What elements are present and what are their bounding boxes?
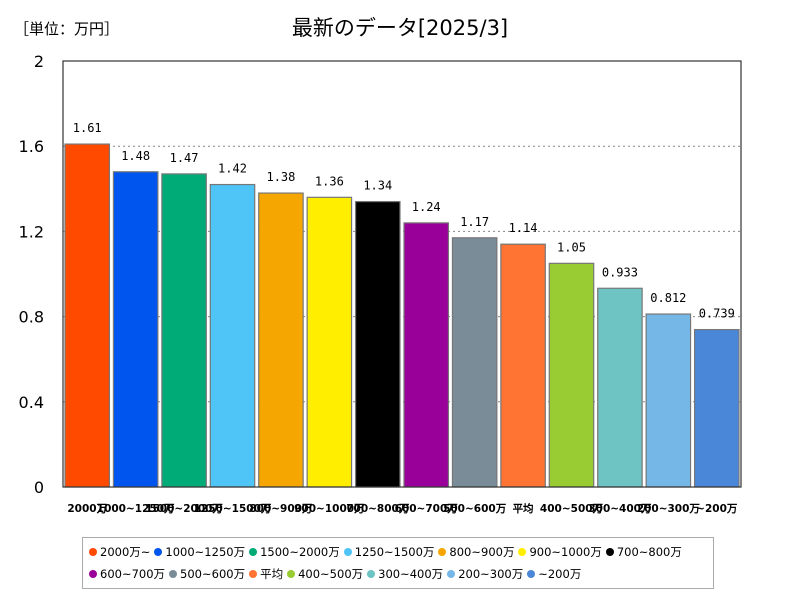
legend-label: 1500~2000万 xyxy=(260,545,340,559)
y-tick-label: 0 xyxy=(34,478,44,497)
x-tick-label: 1500~2000万 xyxy=(145,503,223,515)
data-label: 0.739 xyxy=(699,307,735,321)
data-label: 1.48 xyxy=(121,149,150,163)
x-tick-label: 400~500万 xyxy=(540,503,604,515)
data-label: 1.05 xyxy=(557,240,586,254)
chart-legend: 2000万~ 1000~1250万 1500~2000万 1250~1500万 800~… xyxy=(82,537,714,589)
bar xyxy=(500,243,546,488)
x-tick-label: 1000~1250万 xyxy=(97,503,175,515)
x-tick-label: 平均 xyxy=(513,502,534,515)
legend-swatch xyxy=(89,570,97,578)
chart-title: 最新のデータ[2025/3] xyxy=(291,16,509,40)
legend-item: 300~400万 xyxy=(367,563,443,585)
x-tick-label: 500~600万 xyxy=(443,503,507,515)
legend-label: 2000万~ xyxy=(100,545,151,559)
bar xyxy=(693,328,740,488)
legend-swatch xyxy=(287,570,296,578)
bar xyxy=(258,192,304,488)
legend-label: 300~400万 xyxy=(378,567,444,581)
data-label: 1.17 xyxy=(460,215,489,229)
data-label: 0.812 xyxy=(650,291,686,305)
legend-swatch xyxy=(249,570,258,578)
legend-item: 2000万~ xyxy=(89,541,150,563)
legend-item: 400~500万 xyxy=(287,563,363,585)
x-tick-label: 900~1000万 xyxy=(294,503,365,515)
legend-label: 800~900万 xyxy=(449,545,515,559)
legend-item: 900~1000万 xyxy=(518,541,602,563)
bar xyxy=(597,287,643,488)
x-tick-label: 2000万 xyxy=(67,503,107,515)
legend-label: 600~700万 xyxy=(100,567,166,581)
y-tick-label: 1.2 xyxy=(19,222,44,241)
bar xyxy=(451,237,498,488)
legend-swatch xyxy=(343,548,352,556)
legend-label: 700~800万 xyxy=(616,545,682,559)
data-label: 1.14 xyxy=(509,221,538,235)
x-tick-label: 600~700万 xyxy=(395,503,459,515)
legend-label: 1250~1500万 xyxy=(354,545,435,559)
x-tick-label: 1250~1500万 xyxy=(194,503,272,515)
data-label: 1.36 xyxy=(315,174,344,188)
data-label: 1.61 xyxy=(73,121,102,135)
legend-swatch xyxy=(605,548,614,556)
legend-item: 1250~1500万 xyxy=(343,541,435,563)
data-label: 0.933 xyxy=(602,265,638,279)
legend-label: 500~600万 xyxy=(180,567,246,581)
bar xyxy=(403,222,450,488)
legend-swatch xyxy=(518,548,527,556)
data-label: 1.42 xyxy=(218,162,247,176)
y-tick-label: 0.4 xyxy=(19,393,44,412)
x-tick-label: 800~900万 xyxy=(249,503,313,515)
data-label: 1.47 xyxy=(170,151,199,165)
legend-swatch xyxy=(527,570,536,578)
legend-item: 1500~2000万 xyxy=(249,541,340,563)
legend-item: 1000~1250万 xyxy=(154,541,245,563)
x-tick-label: 300~400万 xyxy=(588,503,652,515)
bar xyxy=(645,313,692,488)
legend-label: 1000~1250万 xyxy=(165,545,246,559)
legend-swatch xyxy=(447,570,456,578)
x-tick-label: 200~300万 xyxy=(637,503,701,515)
legend-item: ~200万 xyxy=(527,563,581,585)
legend-item: 平均 xyxy=(249,563,283,585)
legend-label: 900~1000万 xyxy=(529,545,602,559)
y-tick-label: 0.8 xyxy=(19,308,44,327)
bar xyxy=(161,173,207,488)
legend-label: 200~300万 xyxy=(458,567,524,581)
data-label: 1.24 xyxy=(412,200,441,214)
legend-swatch xyxy=(89,548,97,556)
data-label: 1.34 xyxy=(363,179,392,193)
legend-swatch xyxy=(438,548,447,556)
legend-swatch xyxy=(169,570,178,578)
data-label: 1.38 xyxy=(266,170,295,184)
legend-swatch xyxy=(249,548,258,556)
y-tick-label: 1.6 xyxy=(19,137,44,156)
legend-label: 400~500万 xyxy=(298,567,364,581)
unit-label: ［単位：万円］ xyxy=(14,20,120,38)
bar xyxy=(64,143,111,488)
bar xyxy=(112,171,159,488)
legend-label: ~200万 xyxy=(538,567,582,581)
plot-frame xyxy=(62,60,742,488)
legend-swatch xyxy=(367,570,376,578)
legend-label: 平均 xyxy=(260,567,284,581)
bar-chart: 0 0.4 0.8 1.2 1.6 2 1.61 2000万 1.48 1000~1250万 1.4… xyxy=(19,52,742,515)
legend-item: 600~700万 xyxy=(89,563,165,585)
bar xyxy=(354,200,401,488)
legend-swatch xyxy=(154,548,163,556)
bar xyxy=(209,183,256,488)
legend-item: 500~600万 xyxy=(169,563,245,585)
y-tick-label: 2 xyxy=(34,52,44,71)
x-tick-label: ~200万 xyxy=(696,503,738,515)
legend-item: 800~900万 xyxy=(438,541,514,563)
legend-item: 200~300万 xyxy=(447,563,523,585)
x-tick-label: 700~800万 xyxy=(346,503,410,515)
bar xyxy=(306,196,353,488)
legend-item: 700~800万 xyxy=(605,541,682,563)
bar xyxy=(548,262,595,488)
